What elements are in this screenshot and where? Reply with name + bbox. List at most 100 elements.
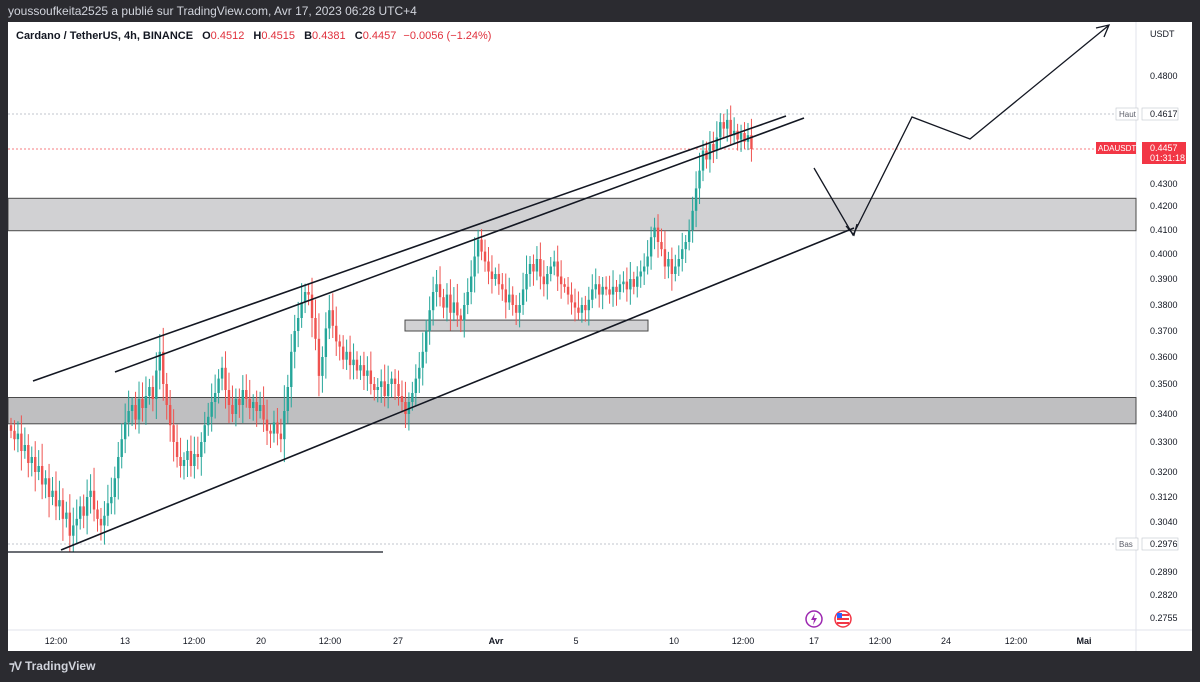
candle-body: [300, 302, 303, 318]
candle-body: [397, 384, 400, 396]
candle-body: [677, 259, 680, 267]
flag-stripe: [837, 618, 849, 620]
candle-body: [580, 305, 584, 313]
candle-body: [594, 284, 597, 290]
candle-body: [452, 302, 456, 313]
candle-body: [117, 457, 120, 479]
candle-body: [573, 302, 577, 308]
candle-body: [79, 506, 82, 519]
candle-body: [245, 390, 248, 399]
candle-body: [352, 359, 355, 366]
candle-body: [570, 294, 573, 303]
legend-symbol: Cardano / TetherUS, 4h, BINANCE: [16, 30, 194, 42]
brand-name: TradingView: [24, 659, 96, 673]
time-tick-label: 12:00: [732, 636, 755, 646]
price-tick-label: 0.3400: [1150, 409, 1178, 419]
candle-body: [130, 405, 134, 411]
time-tick-label: 17: [809, 636, 819, 646]
time-tick-label: 12:00: [183, 636, 206, 646]
time-tick-label: 12:00: [1005, 636, 1028, 646]
candle-body: [566, 286, 570, 295]
marker-name-tag: [1096, 142, 1136, 154]
candle-body: [335, 325, 338, 342]
candle-body: [442, 297, 445, 308]
candle-body: [47, 478, 51, 497]
candle-body: [262, 405, 265, 420]
candle-body: [514, 305, 518, 313]
candle-body: [546, 274, 549, 285]
candle-body: [34, 457, 37, 472]
candle-body: [556, 261, 559, 277]
candle-body: [473, 256, 476, 277]
legend-close-value: 0.4457: [362, 30, 397, 42]
tradingview-logo[interactable]: ⁊V TradingView: [9, 659, 95, 673]
price-tick-label: 0.3200: [1150, 467, 1178, 477]
candle-body: [687, 230, 691, 242]
price-chart[interactable]: USDT 0.4800 0.4300 0.4200 0.4100 0.4000 0.3900…: [8, 22, 1192, 651]
candle-body: [653, 227, 656, 238]
candle-body: [196, 454, 200, 457]
legend-change: −0.0056 (−1.24%): [403, 30, 492, 42]
candle-body: [155, 370, 158, 399]
candle-body: [681, 249, 684, 259]
candle-body: [698, 170, 701, 189]
candle-body: [684, 242, 687, 250]
candle-body: [701, 150, 705, 171]
publisher-text: youssoufkeita2525 a publié sur TradingVi…: [8, 4, 417, 18]
candle-body: [30, 457, 33, 463]
candle-body: [234, 399, 238, 414]
candle-body: [739, 133, 743, 140]
projection-path: [813, 25, 1109, 237]
candle-body: [542, 276, 546, 285]
time-tick-label: Mai: [1076, 636, 1091, 646]
price-tick-label: 0.3300: [1150, 437, 1178, 447]
candle-body: [636, 276, 639, 287]
candle-body: [598, 284, 601, 295]
candle-body: [269, 430, 272, 434]
candle-body: [618, 284, 622, 292]
candle-body: [120, 439, 123, 457]
chart-background: [8, 22, 1192, 651]
candle-body: [290, 351, 293, 387]
candle-body: [459, 315, 462, 321]
price-tick-label: 0.3120: [1150, 492, 1178, 502]
candle-body: [549, 266, 552, 274]
candle-body: [303, 292, 307, 303]
price-axis: USDT 0.4800 0.4300 0.4200 0.4100 0.4000 0.3900…: [1096, 29, 1186, 623]
candle-body: [13, 430, 16, 440]
chart-area[interactable]: USDT 0.4800 0.4300 0.4200 0.4100 0.4000 0.3900…: [8, 22, 1192, 651]
candle-body: [148, 387, 151, 396]
candle-body: [393, 378, 397, 384]
candle-body: [715, 137, 719, 151]
candle-body: [670, 259, 674, 274]
projection-arrowhead: [1095, 24, 1111, 38]
candle-body: [258, 405, 262, 411]
marker-price: 0.4457: [1150, 143, 1178, 153]
price-tick-label: 0.4300: [1150, 179, 1178, 189]
candle-body: [487, 261, 490, 272]
candle-body: [248, 399, 251, 408]
candle-body: [750, 135, 753, 149]
candle-body: [456, 302, 459, 316]
candle-body: [483, 251, 487, 262]
candle-body: [601, 286, 604, 295]
time-tick-label: 12:00: [869, 636, 892, 646]
marker-name: Haut: [1119, 110, 1137, 119]
flag-stripe: [837, 614, 849, 616]
candle-body: [68, 512, 72, 536]
legend-low-label: B: [304, 30, 313, 42]
candle-body: [563, 284, 566, 287]
candle-body: [480, 239, 483, 252]
candle-body: [179, 457, 182, 466]
candle-body: [310, 294, 314, 318]
candle-body: [96, 509, 99, 519]
candle-body: [210, 402, 213, 417]
candle-body: [324, 328, 328, 357]
candle-body: [535, 259, 539, 272]
candle-body: [85, 497, 89, 516]
candle-body: [431, 292, 435, 311]
marker-price: 0.4617: [1150, 109, 1178, 119]
candle-body: [165, 384, 168, 405]
candle-body: [231, 405, 234, 414]
tradingview-logo-icon: ⁊V: [9, 659, 22, 673]
